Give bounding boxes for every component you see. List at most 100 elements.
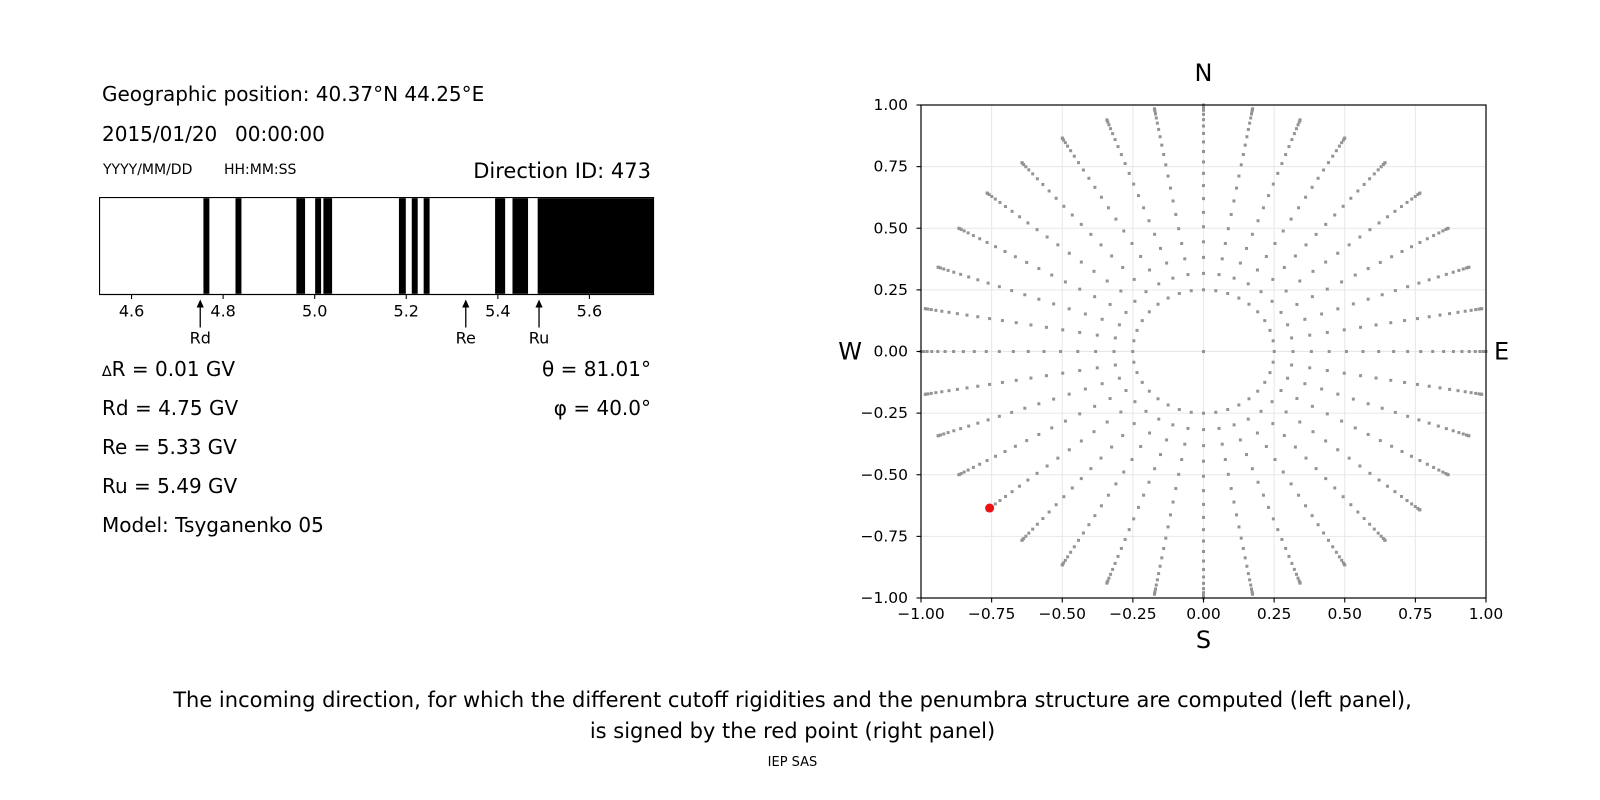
direction-dot [1144,409,1148,413]
direction-dot [1480,307,1484,311]
direction-dot [1132,360,1136,364]
direction-dot [1256,310,1260,314]
direction-dot [993,197,997,201]
direction-dot [1441,229,1445,233]
direction-dot [1255,431,1259,435]
direction-dot [984,350,988,353]
direction-dot [1296,576,1300,580]
theta-value: θ = 81.01° [542,357,651,381]
direction-dot [1087,523,1091,527]
direction-dot [978,462,982,466]
direction-dot [1353,426,1357,430]
direction-dot [1132,517,1136,521]
direction-dot [1202,225,1205,229]
direction-dot [1202,568,1205,572]
direction-dot [1113,138,1117,142]
direction-dot [929,391,933,395]
direction-dot [1047,510,1051,514]
direction-dot [1316,176,1320,180]
direction-dot [1271,339,1275,343]
direction-dot [1416,506,1420,510]
direction-dot [1247,397,1251,401]
direction-dot [1037,432,1041,436]
direction-dot [1020,161,1024,165]
direction-dot [1099,456,1103,460]
direction-dot [1469,391,1473,395]
direction-dot [1304,195,1308,199]
direction-dot [1296,123,1300,127]
direction-dot [1130,458,1134,462]
direction-dot [967,424,971,428]
direction-dot [1250,109,1254,113]
direction-dot [1202,587,1205,591]
direction-dot [1249,587,1253,591]
direction-dot [1044,374,1048,378]
penumbra-band [235,198,242,294]
direction-dot-center [1202,350,1205,353]
direction-dot [1261,206,1265,210]
direction-dot [1359,325,1363,329]
direction-dot [1081,168,1085,172]
direction-dot [1083,387,1087,391]
direction-dot [1152,107,1156,111]
direction-dot [1217,273,1221,277]
direction-dot [1368,522,1372,526]
direction-dot [1060,136,1064,140]
y-tick-label: −0.75 [861,527,909,545]
direction-dot [1362,182,1366,186]
direction-dot [1067,251,1071,255]
direction-dot [1441,470,1445,474]
direction-dot [986,281,990,285]
direction-dot [1159,246,1163,250]
direction-dot [1000,319,1004,323]
direction-dot [1041,517,1045,521]
direction-dot [934,308,938,312]
direction-dot [1259,409,1263,413]
direction-dot [1267,194,1271,198]
direction-dot [1202,171,1205,175]
direction-dot [1157,572,1161,576]
direction-dot [1108,397,1112,401]
direction-dot [952,350,956,353]
direction-dot [1477,307,1481,311]
direction-dot [1117,376,1121,380]
direction-dot [1069,149,1073,153]
direction-dot [1202,474,1205,478]
date-value: 2015/01/20 [102,122,218,146]
penumbra-band [423,198,430,294]
direction-dot [1281,470,1285,474]
direction-dot [1451,270,1455,274]
direction-dot [1448,387,1452,391]
direction-dot [1368,228,1372,232]
direction-dot [1116,554,1120,558]
direction-dot [1052,397,1056,401]
direction-dot [1337,555,1341,559]
direction-dot [1374,323,1378,327]
phi-value: φ = 40.0° [553,396,651,420]
direction-dot [957,473,961,477]
direction-dot [1229,487,1233,491]
direction-dot [934,391,938,395]
direction-dot [1237,296,1241,300]
direction-dot [986,418,990,422]
direction-dot [985,459,989,463]
x-tick-label: 5.2 [394,302,419,321]
direction-dot [1026,221,1030,225]
direction-dot [1263,380,1267,384]
direction-dot [1393,410,1397,414]
direction-dot [1343,136,1347,140]
direction-dot [1390,444,1394,448]
direction-dot [1147,219,1151,223]
direction-dot [1326,538,1330,542]
direction-dot [1377,350,1381,353]
direction-dot [1427,421,1431,425]
direction-dot [1292,567,1296,571]
direction-dot [1232,199,1236,203]
direction-dot [1029,376,1033,380]
direction-dot [1037,267,1041,271]
direction-dot [1480,392,1484,396]
direction-dot [1122,229,1126,233]
direction-dot [1276,528,1280,532]
direction-dot [1294,127,1298,131]
direction-dot [1109,572,1113,576]
